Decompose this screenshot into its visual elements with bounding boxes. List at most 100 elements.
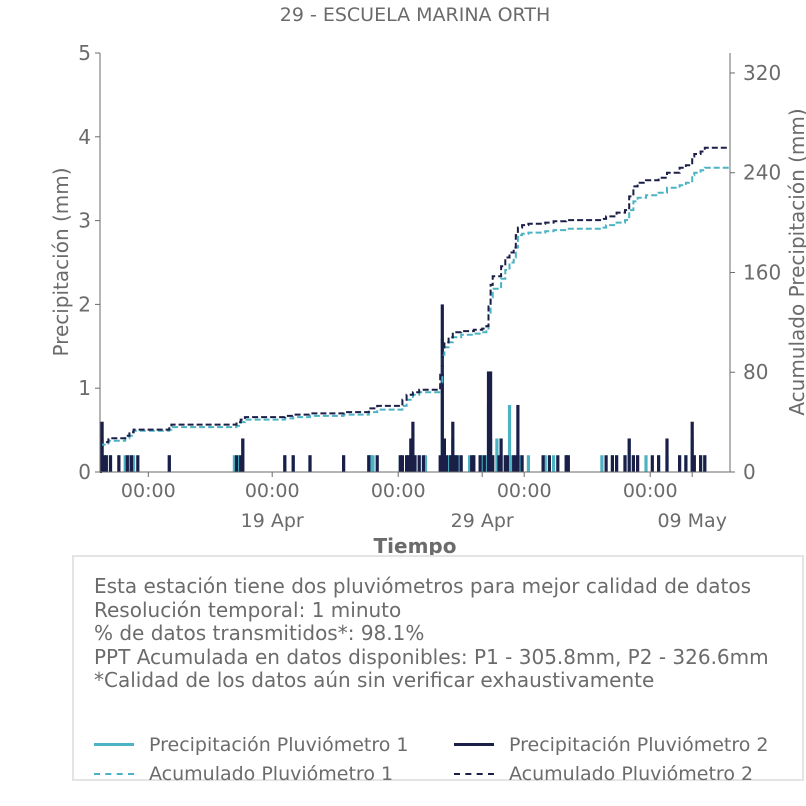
precip-bar-p2 bbox=[556, 455, 560, 472]
precip-bar-p2 bbox=[367, 455, 371, 472]
precip-bar-p2 bbox=[478, 455, 482, 472]
precip-bar-p2 bbox=[665, 438, 669, 472]
precip-bar-p2 bbox=[604, 455, 608, 472]
x-tick-date-label: 19 Apr bbox=[241, 510, 304, 532]
legend-swatch bbox=[454, 743, 494, 746]
precip-bar-p2 bbox=[136, 455, 140, 472]
precip-bar-p2 bbox=[444, 455, 449, 472]
precip-bar-p2 bbox=[398, 455, 402, 472]
precip-bar-p2 bbox=[514, 455, 518, 472]
y-tick-label: 1 bbox=[78, 376, 91, 400]
precipitation-bars bbox=[100, 304, 707, 472]
precip-bar-p2 bbox=[486, 371, 491, 472]
precip-bar-p2 bbox=[400, 455, 404, 472]
precip-bar-p2 bbox=[102, 455, 106, 472]
legend-item-accum-1: Acumulado Pluviómetro 1 bbox=[94, 759, 409, 788]
precip-bar-p2 bbox=[409, 438, 413, 472]
precip-bar-p2 bbox=[407, 455, 411, 472]
info-line: PPT Acumulada en datos disponibles: P1 -… bbox=[94, 644, 769, 669]
precip-bar-p2 bbox=[692, 455, 696, 472]
precip-bar-p2 bbox=[547, 455, 551, 472]
legend-label: Acumulado Pluviómetro 1 bbox=[149, 762, 394, 785]
precip-bar-p2 bbox=[129, 455, 134, 472]
legend-item-precip-2: Precipitación Pluviómetro 2 bbox=[454, 730, 769, 759]
y-tick-label: 4 bbox=[78, 125, 91, 149]
precip-bar-p2 bbox=[239, 455, 243, 472]
info-text: Esta estación tiene dos pluviómetros par… bbox=[94, 574, 769, 693]
y-axis-label: Precipitación (mm) bbox=[49, 167, 73, 356]
legend-label: Acumulado Pluviómetro 2 bbox=[509, 762, 754, 785]
legend-label: Precipitación Pluviómetro 1 bbox=[149, 733, 409, 756]
precip-bar-p2 bbox=[657, 455, 661, 472]
legend-column-1: Precipitación Pluviómetro 1 Acumulado Pl… bbox=[94, 730, 409, 788]
precip-bar-p2 bbox=[566, 455, 570, 472]
precip-bar-p2 bbox=[623, 455, 627, 472]
precip-bar-p1 bbox=[132, 455, 136, 472]
precip-bar-p2 bbox=[453, 455, 457, 472]
legend-swatch bbox=[94, 743, 134, 746]
info-line: *Calidad de los datos aún sin verificar … bbox=[94, 668, 655, 692]
precip-bar-p1 bbox=[495, 438, 499, 472]
y-tick-label: 3 bbox=[78, 209, 91, 233]
precip-bar-p2 bbox=[489, 371, 493, 472]
info-line: Esta estación tiene dos pluviómetros par… bbox=[94, 574, 752, 598]
y2-tick-label: 160 bbox=[743, 260, 781, 284]
precip-bar-p2 bbox=[108, 455, 113, 472]
precip-bar-p2 bbox=[125, 455, 129, 472]
precip-bar-p2 bbox=[684, 455, 688, 472]
precip-bar-p1 bbox=[232, 455, 236, 472]
precip-bar-p2 bbox=[497, 455, 501, 472]
legend-label: Precipitación Pluviómetro 2 bbox=[509, 733, 769, 756]
legend-swatch bbox=[454, 772, 494, 775]
precip-bar-p2 bbox=[631, 455, 635, 472]
precip-bar-p2 bbox=[308, 455, 312, 472]
legend-column-2: Precipitación Pluviómetro 2 Acumulado Pl… bbox=[454, 730, 769, 788]
chart-title: 29 - ESCUELA MARINA ORTH bbox=[280, 4, 551, 26]
precip-bar-p1 bbox=[507, 404, 512, 472]
precip-bar-p2 bbox=[375, 455, 379, 472]
precip-bar-p2 bbox=[516, 404, 520, 472]
precip-bar-p2 bbox=[503, 455, 507, 472]
y2-tick-label: 0 bbox=[743, 460, 756, 484]
precip-bar-p1 bbox=[644, 455, 648, 472]
x-tick-date-label: 29 Apr bbox=[451, 510, 514, 532]
precip-bar-p2 bbox=[104, 455, 108, 472]
precip-bar-p2 bbox=[167, 455, 171, 472]
info-line: % de datos transmitidos*: 98.1% bbox=[94, 621, 425, 645]
y-tick-label: 5 bbox=[78, 41, 91, 65]
precip-bar-p1 bbox=[468, 455, 472, 472]
precip-bar-p2 bbox=[610, 455, 614, 472]
cumulative-line-p1 bbox=[100, 166, 730, 473]
y2-tick-label: 80 bbox=[743, 360, 768, 384]
precip-bar-p2 bbox=[615, 455, 619, 472]
x-tick-date-label: 09 May bbox=[657, 510, 727, 532]
precip-bar-p2 bbox=[455, 455, 459, 472]
info-line: Resolución temporal: 1 minuto bbox=[94, 597, 402, 622]
precip-bar-p2 bbox=[440, 304, 444, 472]
precip-bar-p2 bbox=[650, 455, 654, 472]
precip-bar-p2 bbox=[520, 455, 524, 472]
precip-bar-p1 bbox=[552, 455, 556, 472]
precip-bar-p2 bbox=[411, 421, 415, 472]
precip-bar-p2 bbox=[405, 455, 409, 472]
precip-bar-p2 bbox=[541, 455, 545, 472]
y-tick-label: 2 bbox=[78, 292, 91, 316]
precip-bar-p2 bbox=[421, 455, 425, 472]
y2-tick-label: 240 bbox=[743, 161, 781, 185]
precip-bar-p2 bbox=[117, 455, 121, 472]
precip-bar-p2 bbox=[451, 421, 455, 472]
precip-bar-p1 bbox=[510, 455, 514, 472]
x-axis-label: Tiempo bbox=[374, 534, 457, 558]
precip-bar-p1 bbox=[480, 455, 484, 472]
precip-bar-p1 bbox=[123, 455, 127, 472]
precip-bar-p2 bbox=[690, 421, 694, 472]
precip-bar-p2 bbox=[699, 455, 703, 472]
precip-bar-p1 bbox=[457, 455, 461, 472]
y2-tick-label: 320 bbox=[743, 61, 781, 85]
precip-bar-p1 bbox=[543, 455, 547, 472]
precip-bar-p1 bbox=[447, 455, 451, 472]
legend-swatch bbox=[94, 772, 134, 775]
precip-bar-p2 bbox=[678, 455, 682, 472]
cumulative-line-p2 bbox=[100, 146, 730, 473]
